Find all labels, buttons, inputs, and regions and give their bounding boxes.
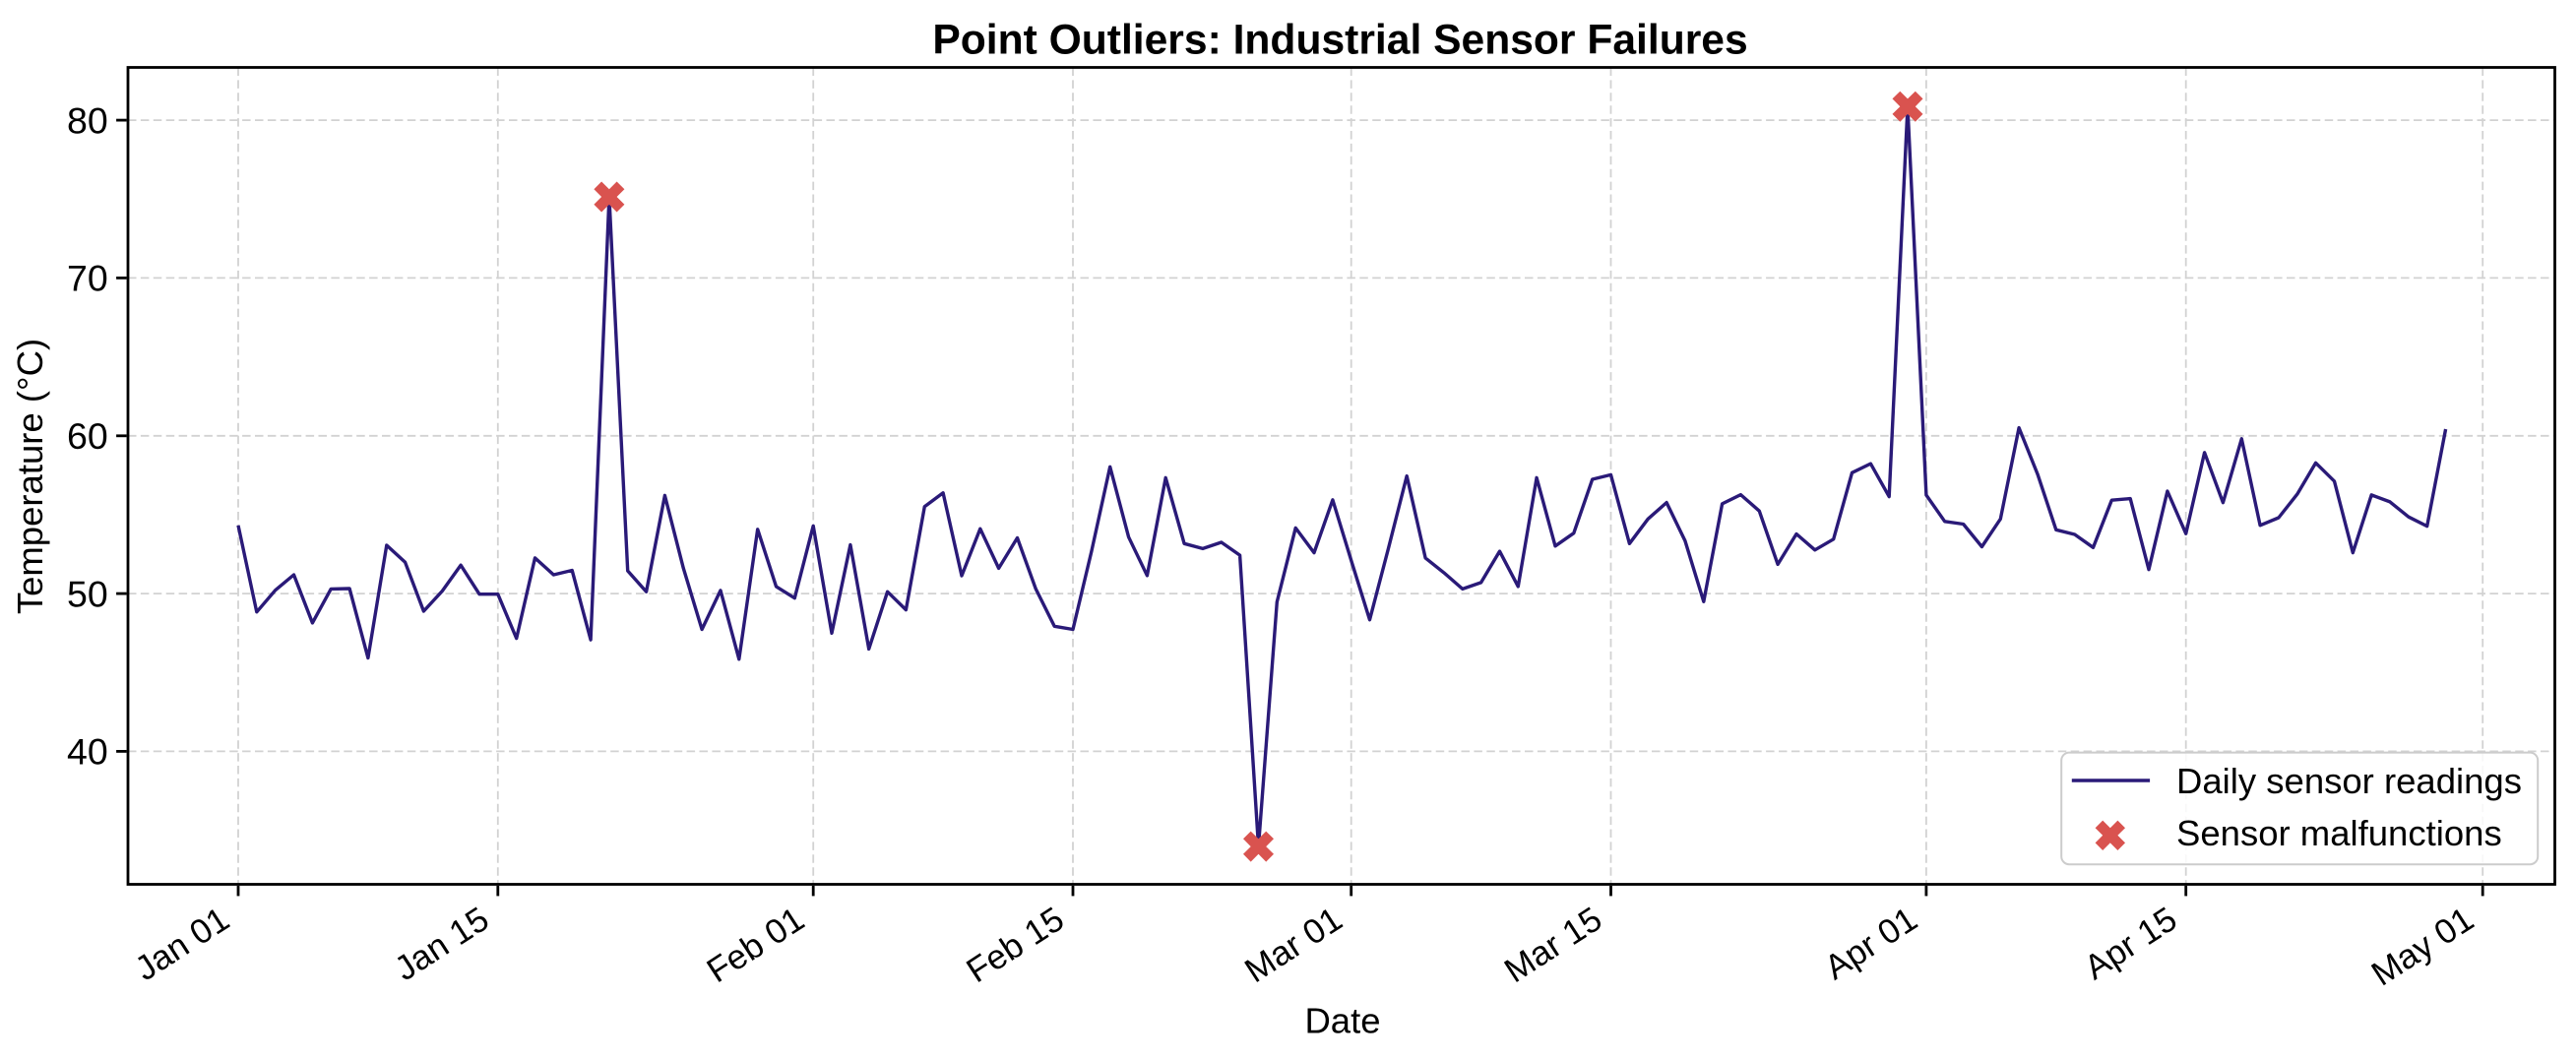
svg-text:50: 50 [67, 573, 108, 614]
svg-text:Date: Date [1304, 1000, 1380, 1040]
svg-text:60: 60 [67, 415, 108, 457]
svg-text:70: 70 [67, 258, 108, 299]
svg-text:80: 80 [67, 99, 108, 141]
svg-text:Point Outliers: Industrial Sen: Point Outliers: Industrial Sensor Failur… [932, 17, 1747, 64]
svg-text:Temperature (°C): Temperature (°C) [10, 339, 50, 614]
svg-text:Daily sensor readings: Daily sensor readings [2176, 761, 2522, 801]
svg-text:Sensor malfunctions: Sensor malfunctions [2176, 813, 2502, 853]
svg-text:40: 40 [67, 731, 108, 773]
